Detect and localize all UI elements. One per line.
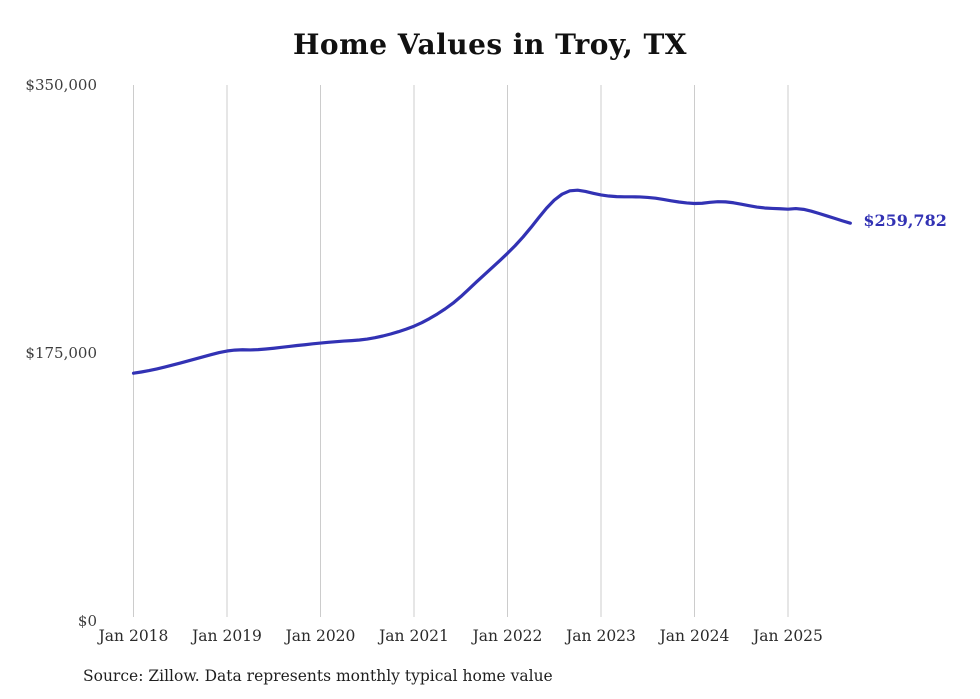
y-tick-label: $0 [77,612,97,630]
latest-value-label: $259,782 [863,211,947,231]
x-tick-label: Jan 2022 [472,627,543,645]
y-tick-label: $175,000 [25,344,97,362]
home-value-line [131,188,852,375]
x-tick-label: Jan 2019 [192,627,262,645]
x-tick-label: Jan 2025 [753,627,823,645]
y-tick-label: $350,000 [25,76,97,94]
x-tick-label: Jan 2023 [566,627,636,645]
chart-title: Home Values in Troy, TX [292,28,688,61]
x-tick-label: Jan 2018 [98,627,169,645]
x-tick-label: Jan 2021 [379,627,449,645]
x-tick-label: Jan 2020 [285,627,356,645]
source-note: Source: Zillow. Data represents monthly … [83,667,553,685]
x-tick-label: Jan 2024 [659,627,730,645]
